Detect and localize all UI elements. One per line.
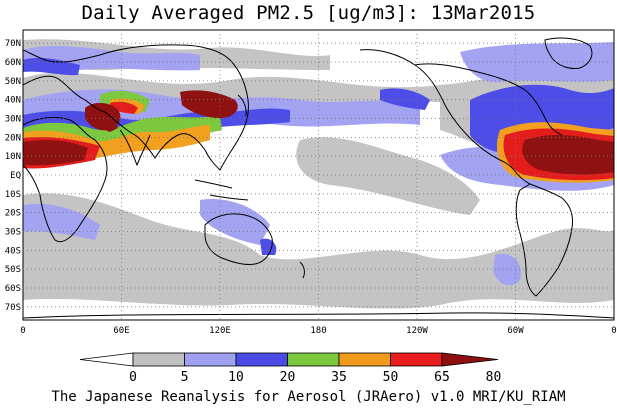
lat-tick-label: 30N — [5, 115, 21, 125]
saharan-dust-core — [23, 140, 88, 166]
lat-tick-label: 10N — [5, 152, 21, 162]
lat-tick-label: 30S — [5, 227, 21, 237]
gridlines — [23, 30, 614, 320]
lat-tick-label: 70N — [5, 39, 21, 49]
colorbar-tick-label: 50 — [383, 370, 399, 385]
lat-tick-label: 20S — [5, 209, 21, 219]
lon-tick-label: 60E — [113, 326, 129, 336]
colorbar-tick-label: 65 — [434, 370, 450, 385]
colorbar-swatch — [235, 352, 288, 367]
colorbar-tick-label: 0 — [129, 370, 137, 385]
lat-tick-label: 40S — [5, 246, 21, 256]
lat-tick-label: EQ — [10, 171, 21, 181]
colorbar-tick-label: 20 — [280, 370, 296, 385]
colorbar-swatch — [287, 352, 340, 367]
lat-tick-label: 60N — [5, 58, 21, 68]
lat-tick-label: 70S — [5, 303, 21, 313]
lon-tick-label: 120E — [209, 326, 231, 336]
east-china-core — [180, 90, 238, 118]
lon-tick-label: 0 — [20, 326, 25, 336]
footer-credit: The Japanese Reanalysis for Aerosol (JRA… — [51, 389, 566, 405]
lon-tick-label: 180 — [310, 326, 326, 336]
colorbar-tick-label: 5 — [181, 370, 189, 385]
lon-tick-label: 0 — [611, 326, 616, 336]
colorbar-underflow-triangle — [79, 352, 134, 367]
coastlines — [23, 37, 614, 319]
lat-tick-label: 10S — [5, 190, 21, 200]
field-level-darkred — [23, 90, 614, 175]
colorbar-overflow-triangle — [441, 352, 499, 367]
longitude-labels: 0 60E 120E 180 120W 60W 0 — [20, 326, 616, 336]
lat-tick-label: 60S — [5, 284, 21, 294]
colorbar-swatch — [184, 352, 237, 367]
map-title: Daily Averaged PM2.5 [ug/m3]: 13Mar2015 — [81, 2, 536, 24]
central-america-core — [522, 135, 614, 175]
colorbar-tick-label: 35 — [331, 370, 347, 385]
lat-tick-label: 40N — [5, 96, 21, 106]
colorbar — [79, 352, 499, 367]
lat-tick-label: 50S — [5, 265, 21, 275]
lat-tick-label: 20N — [5, 133, 21, 143]
colorbar-labels: 0 5 10 20 35 50 65 80 — [129, 370, 501, 385]
latitude-labels: 70N 60N 50N 40N 30N 20N 10N EQ 10S 20S 30S 40S 50S 60… — [5, 39, 21, 313]
colorbar-swatch — [390, 352, 443, 367]
pm25-field — [23, 39, 614, 309]
lon-tick-label: 60W — [507, 326, 524, 336]
lon-tick-label: 120W — [406, 326, 428, 336]
colorbar-swatch — [132, 352, 185, 367]
colorbar-tick-label: 80 — [486, 370, 502, 385]
colorbar-tick-label: 10 — [228, 370, 244, 385]
lat-tick-label: 50N — [5, 77, 21, 87]
colorbar-swatch — [338, 352, 391, 367]
